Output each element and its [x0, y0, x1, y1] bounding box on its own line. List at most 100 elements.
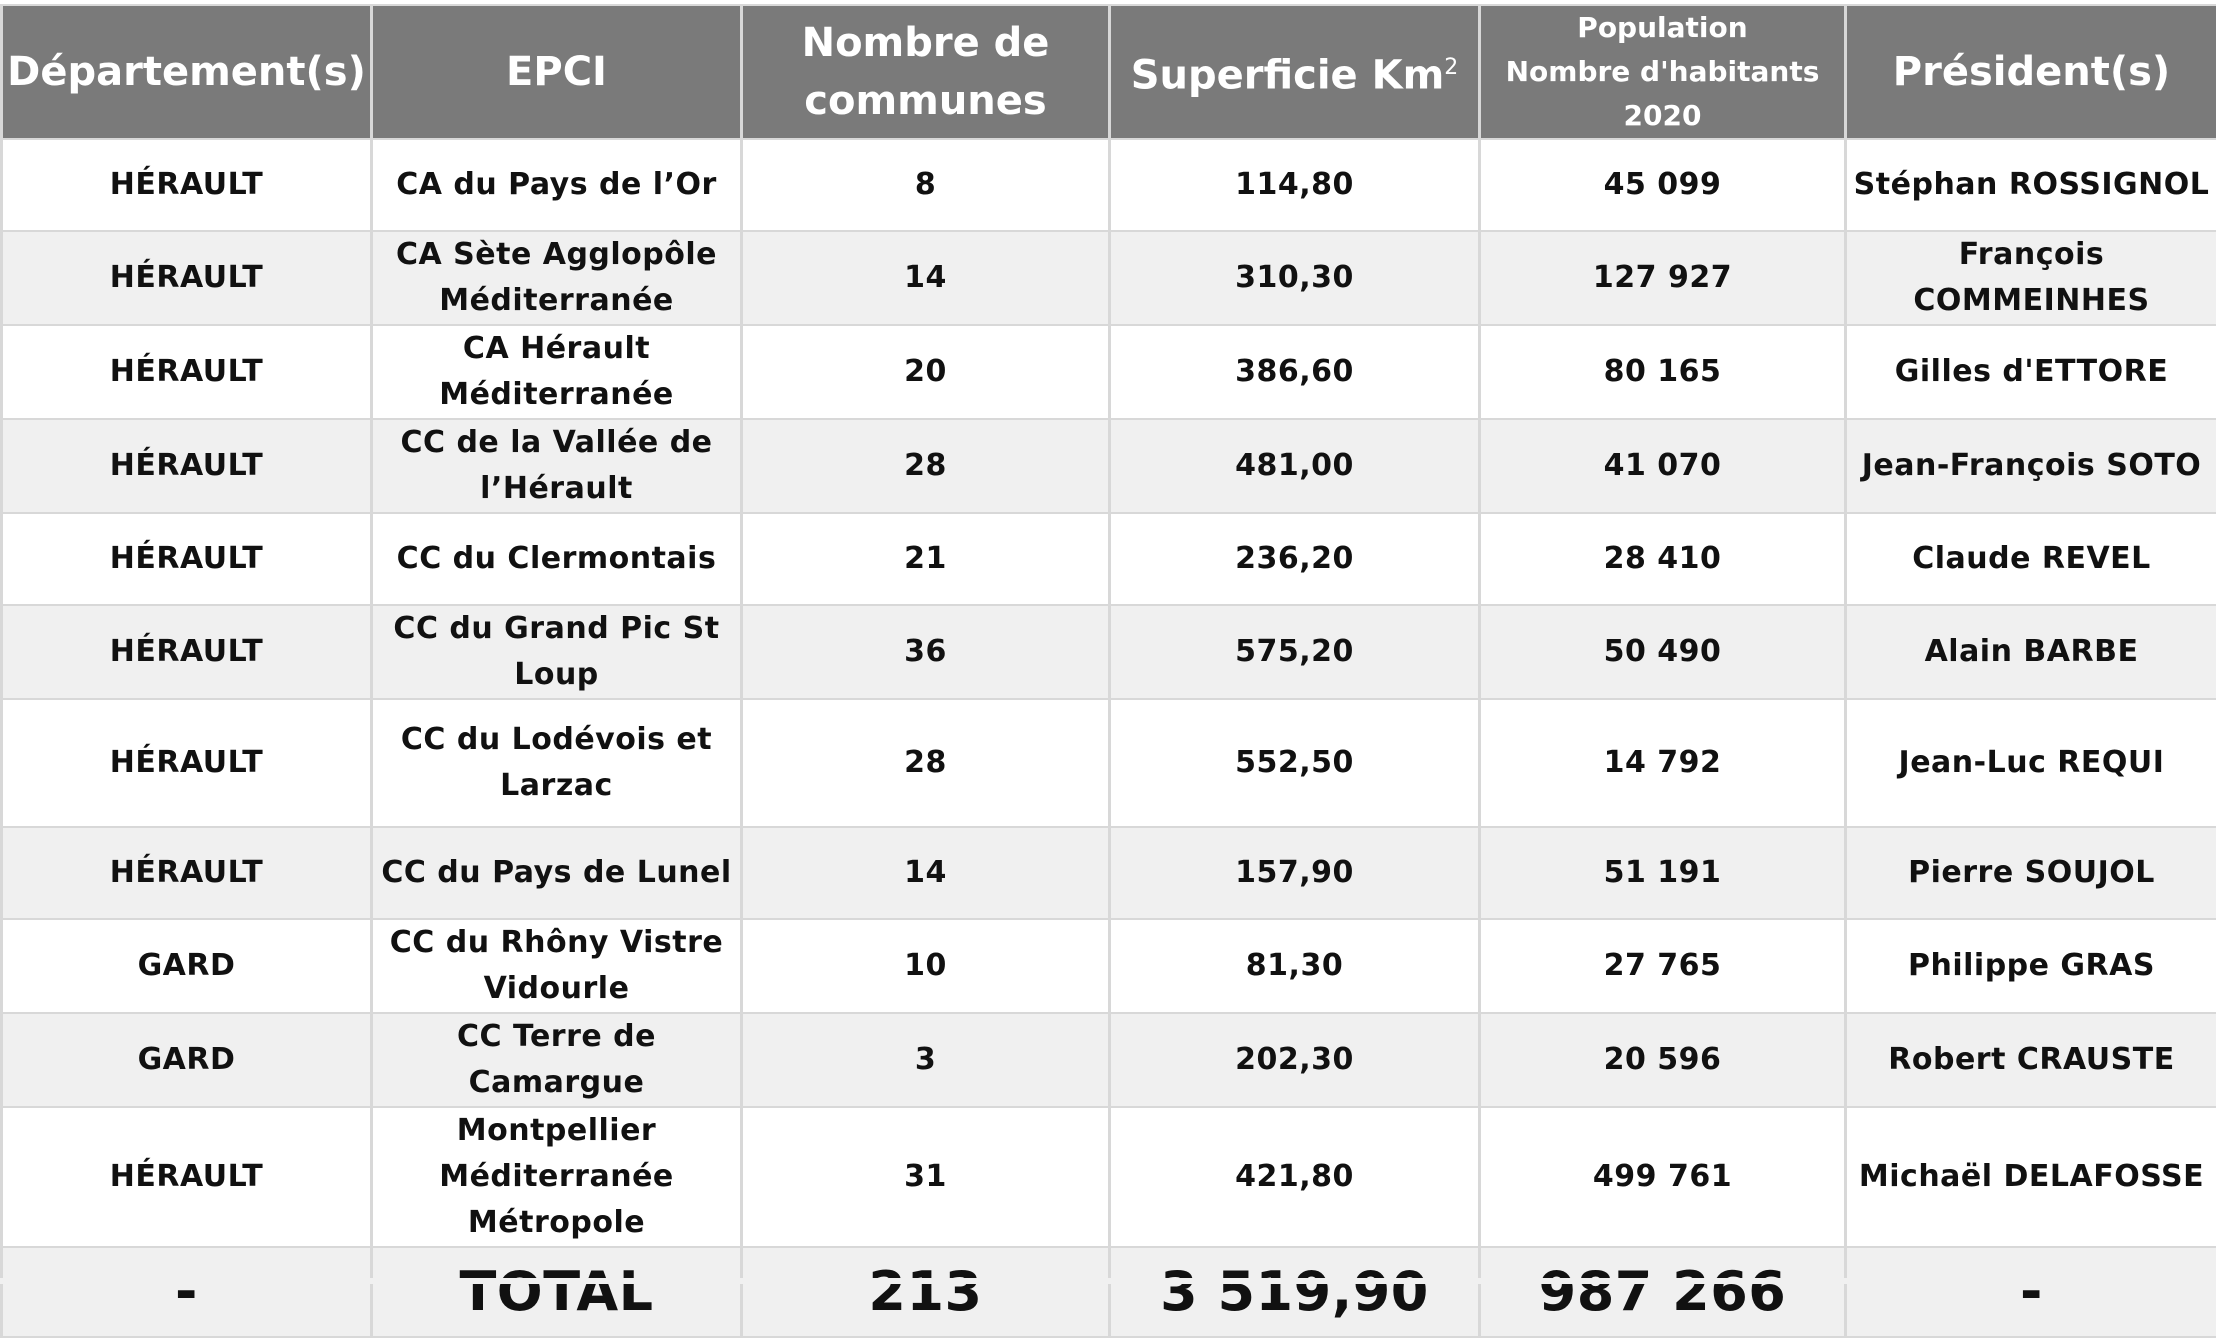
- cell-superficie: 114,80: [1110, 139, 1480, 231]
- cell-president: Philippe GRAS: [1846, 919, 2216, 1013]
- table-row: HÉRAULT CC du Grand Pic St Loup 36 575,2…: [2, 605, 2216, 699]
- table-row: HÉRAULT CA Sète Agglopôle Méditerranée 1…: [2, 231, 2216, 325]
- cell-superficie: 421,80: [1110, 1107, 1480, 1247]
- table-row: HÉRAULT CC du Pays de Lunel 14 157,90 51…: [2, 827, 2216, 919]
- cell-population: 127 927: [1480, 231, 1846, 325]
- header-nombre-line2: communes: [804, 78, 1046, 124]
- cell-communes: 28: [742, 699, 1110, 827]
- cell-president: Michaël DELAFOSSE: [1846, 1107, 2216, 1247]
- table-row: HÉRAULT CC de la Vallée de l’Hérault 28 …: [2, 419, 2216, 513]
- header-superficie-label: Superficie Km: [1131, 53, 1445, 99]
- cell-communes: 21: [742, 513, 1110, 605]
- cell-superficie: 481,00: [1110, 419, 1480, 513]
- table-row: GARD CC du Rhôny Vistre Vidourle 10 81,3…: [2, 919, 2216, 1013]
- header-population-line2: Nombre d'habitants 2020: [1506, 55, 1820, 132]
- cell-epci: CC de la Vallée de l’Hérault: [372, 419, 742, 513]
- bottom-edge: [0, 1278, 2216, 1284]
- cell-departement: HÉRAULT: [2, 699, 372, 827]
- cell-epci: CC du Lodévois et Larzac: [372, 699, 742, 827]
- cell-president: Stéphan ROSSIGNOL: [1846, 139, 2216, 231]
- cell-superficie: 386,60: [1110, 325, 1480, 419]
- header-population: Population Nombre d'habitants 2020: [1480, 5, 1846, 139]
- epci-table: Département(s) EPCI Nombre de communes S…: [0, 4, 2216, 1338]
- header-superficie-exponent: 2: [1444, 55, 1458, 80]
- total-population: 987 266: [1480, 1247, 1846, 1337]
- cell-president: Claude REVEL: [1846, 513, 2216, 605]
- header-epci: EPCI: [372, 5, 742, 139]
- cell-president: François COMMEINHES: [1846, 231, 2216, 325]
- cell-communes: 20: [742, 325, 1110, 419]
- cell-epci: Montpellier Méditerranée Métropole: [372, 1107, 742, 1247]
- cell-superficie: 157,90: [1110, 827, 1480, 919]
- total-superficie: 3 519,90: [1110, 1247, 1480, 1337]
- cell-communes: 28: [742, 419, 1110, 513]
- cell-population: 20 596: [1480, 1013, 1846, 1107]
- cell-departement: HÉRAULT: [2, 827, 372, 919]
- cell-population: 51 191: [1480, 827, 1846, 919]
- cell-population: 45 099: [1480, 139, 1846, 231]
- cell-communes: 14: [742, 827, 1110, 919]
- cell-epci: CC du Rhôny Vistre Vidourle: [372, 919, 742, 1013]
- cell-president: Pierre SOUJOL: [1846, 827, 2216, 919]
- table-header: Département(s) EPCI Nombre de communes S…: [2, 5, 2216, 139]
- cell-epci: CC du Clermontais: [372, 513, 742, 605]
- cell-epci: CC Terre de Camargue: [372, 1013, 742, 1107]
- table-body: HÉRAULT CA du Pays de l’Or 8 114,80 45 0…: [2, 139, 2216, 1337]
- cell-president: Alain BARBE: [1846, 605, 2216, 699]
- cell-communes: 31: [742, 1107, 1110, 1247]
- cell-departement: HÉRAULT: [2, 231, 372, 325]
- cell-superficie: 310,30: [1110, 231, 1480, 325]
- cell-president: Jean-Luc REQUI: [1846, 699, 2216, 827]
- cell-superficie: 575,20: [1110, 605, 1480, 699]
- cell-epci: CA Sète Agglopôle Méditerranée: [372, 231, 742, 325]
- cell-president: Jean-François SOTO: [1846, 419, 2216, 513]
- total-row: - TOTAL 213 3 519,90 987 266 -: [2, 1247, 2216, 1337]
- cell-communes: 8: [742, 139, 1110, 231]
- cell-departement: HÉRAULT: [2, 513, 372, 605]
- cell-president: Gilles d'ETTORE: [1846, 325, 2216, 419]
- total-communes: 213: [742, 1247, 1110, 1337]
- cell-departement: GARD: [2, 1013, 372, 1107]
- cell-communes: 14: [742, 231, 1110, 325]
- cell-communes: 10: [742, 919, 1110, 1013]
- cell-president: Robert CRAUSTE: [1846, 1013, 2216, 1107]
- header-president: Président(s): [1846, 5, 2216, 139]
- cell-population: 50 490: [1480, 605, 1846, 699]
- header-population-line1: Population: [1577, 11, 1747, 44]
- cell-epci: CA Hérault Méditerranée: [372, 325, 742, 419]
- table-row: HÉRAULT CA du Pays de l’Or 8 114,80 45 0…: [2, 139, 2216, 231]
- cell-epci: CA du Pays de l’Or: [372, 139, 742, 231]
- cell-departement: HÉRAULT: [2, 419, 372, 513]
- table-row: HÉRAULT CA Hérault Méditerranée 20 386,6…: [2, 325, 2216, 419]
- cell-population: 499 761: [1480, 1107, 1846, 1247]
- cell-epci: CC du Pays de Lunel: [372, 827, 742, 919]
- cell-superficie: 552,50: [1110, 699, 1480, 827]
- cell-departement: HÉRAULT: [2, 139, 372, 231]
- table-row: HÉRAULT CC du Clermontais 21 236,20 28 4…: [2, 513, 2216, 605]
- cell-population: 80 165: [1480, 325, 1846, 419]
- cell-superficie: 81,30: [1110, 919, 1480, 1013]
- total-label: TOTAL: [372, 1247, 742, 1337]
- cell-epci: CC du Grand Pic St Loup: [372, 605, 742, 699]
- header-row: Département(s) EPCI Nombre de communes S…: [2, 5, 2216, 139]
- table-row: GARD CC Terre de Camargue 3 202,30 20 59…: [2, 1013, 2216, 1107]
- cell-superficie: 236,20: [1110, 513, 1480, 605]
- cell-population: 28 410: [1480, 513, 1846, 605]
- total-president: -: [1846, 1247, 2216, 1337]
- cell-departement: HÉRAULT: [2, 1107, 372, 1247]
- header-nombre-line1: Nombre de: [802, 20, 1050, 66]
- cell-population: 14 792: [1480, 699, 1846, 827]
- cell-departement: HÉRAULT: [2, 325, 372, 419]
- header-superficie: Superficie Km2: [1110, 5, 1480, 139]
- header-nombre-communes: Nombre de communes: [742, 5, 1110, 139]
- cell-population: 27 765: [1480, 919, 1846, 1013]
- cell-departement: HÉRAULT: [2, 605, 372, 699]
- total-departement: -: [2, 1247, 372, 1337]
- table-row: HÉRAULT CC du Lodévois et Larzac 28 552,…: [2, 699, 2216, 827]
- cell-departement: GARD: [2, 919, 372, 1013]
- cell-communes: 3: [742, 1013, 1110, 1107]
- header-departement: Département(s): [2, 5, 372, 139]
- cell-population: 41 070: [1480, 419, 1846, 513]
- cell-superficie: 202,30: [1110, 1013, 1480, 1107]
- cell-communes: 36: [742, 605, 1110, 699]
